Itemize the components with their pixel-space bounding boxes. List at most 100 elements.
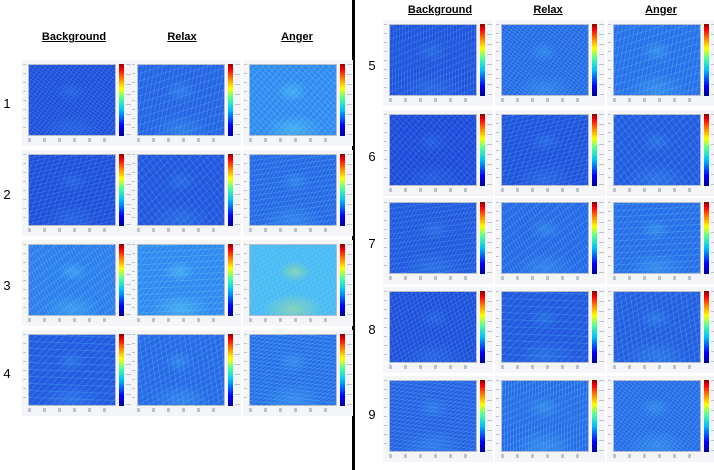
x-axis-ticks [613,454,701,458]
colorbar-ticks [347,334,352,406]
colorbar [592,202,597,274]
colorbar [119,64,124,136]
x-axis-ticks [28,318,116,322]
x-axis-ticks [137,138,225,142]
thermal-panel-subject-4-background [22,330,132,416]
thermal-image [389,114,477,186]
x-axis-ticks [137,228,225,232]
thermal-panel-subject-9-background [383,376,493,462]
thermal-panel-subject-1-anger [243,60,353,146]
thermal-image [249,334,337,406]
colorbar [704,380,709,452]
x-axis-ticks [28,138,116,142]
x-axis-ticks [389,188,477,192]
thermal-image [501,380,589,452]
colorbar-ticks [711,114,714,186]
y-axis-ticks [608,24,611,96]
y-axis-ticks [244,244,247,316]
row-label-6: 6 [368,149,376,164]
thermal-image [28,154,116,226]
row-label-8: 8 [368,322,376,337]
thermal-panel-subject-9-anger [607,376,714,462]
colorbar [704,114,709,186]
thermal-image [249,154,337,226]
thermal-panel-subject-7-relax [495,198,605,284]
thermal-image [613,24,701,96]
thermal-panel-subject-5-relax [495,20,605,106]
left-header-background: Background [41,31,107,43]
colorbar-ticks [235,64,240,136]
thermal-panel-subject-3-relax [131,240,241,326]
left-header-relax: Relax [167,31,197,43]
thermal-panel-subject-6-relax [495,110,605,196]
colorbar [704,291,709,363]
colorbar-ticks [235,244,240,316]
thermal-image [501,202,589,274]
colorbar [340,334,345,406]
thermal-image [501,24,589,96]
colorbar-ticks [487,202,492,274]
thermal-panel-subject-3-anger [243,240,353,326]
thermal-image [389,202,477,274]
row-label-5: 5 [368,58,376,73]
colorbar-ticks [126,64,131,136]
colorbar-ticks [126,244,131,316]
colorbar-ticks [347,64,352,136]
row-label-9: 9 [368,407,376,422]
thermal-panel-subject-8-anger [607,287,714,373]
x-axis-ticks [501,454,589,458]
x-axis-ticks [613,98,701,102]
thermal-panel-subject-8-relax [495,287,605,373]
y-axis-ticks [244,334,247,406]
thermal-image [249,64,337,136]
thermal-panel-subject-9-relax [495,376,605,462]
y-axis-ticks [608,291,611,363]
thermal-image [137,154,225,226]
colorbar [480,24,485,96]
thermal-image [389,380,477,452]
y-axis-ticks [244,64,247,136]
x-axis-ticks [389,276,477,280]
thermal-image [613,380,701,452]
colorbar [592,291,597,363]
thermal-image [389,291,477,363]
y-axis-ticks [608,114,611,186]
x-axis-ticks [389,454,477,458]
colorbar-ticks [599,24,604,96]
colorbar-ticks [599,202,604,274]
colorbar [119,244,124,316]
thermal-image [137,244,225,316]
y-axis-ticks [384,291,387,363]
colorbar-ticks [126,334,131,406]
y-axis-ticks [496,24,499,96]
thermal-image [249,244,337,316]
thermal-panel-subject-2-relax [131,150,241,236]
colorbar-ticks [711,24,714,96]
y-axis-ticks [608,380,611,452]
row-label-4: 4 [3,366,11,381]
y-axis-ticks [384,202,387,274]
row-label-3: 3 [3,278,11,293]
thermal-panel-subject-1-background [22,60,132,146]
y-axis-ticks [244,154,247,226]
thermal-image [613,114,701,186]
right-header-anger: Anger [645,4,677,16]
x-axis-ticks [249,228,337,232]
right-header-relax: Relax [533,4,563,16]
thermal-panel-subject-4-relax [131,330,241,416]
thermal-panel-subject-7-anger [607,198,714,284]
thermal-panel-subject-6-anger [607,110,714,196]
y-axis-ticks [132,334,135,406]
row-label-7: 7 [368,236,376,251]
colorbar [704,24,709,96]
colorbar-ticks [347,154,352,226]
x-axis-ticks [501,188,589,192]
colorbar [340,64,345,136]
x-axis-ticks [28,228,116,232]
colorbar-ticks [347,244,352,316]
thermal-panel-subject-5-background [383,20,493,106]
thermal-image [137,334,225,406]
x-axis-ticks [501,276,589,280]
x-axis-ticks [137,408,225,412]
thermal-panel-subject-1-relax [131,60,241,146]
